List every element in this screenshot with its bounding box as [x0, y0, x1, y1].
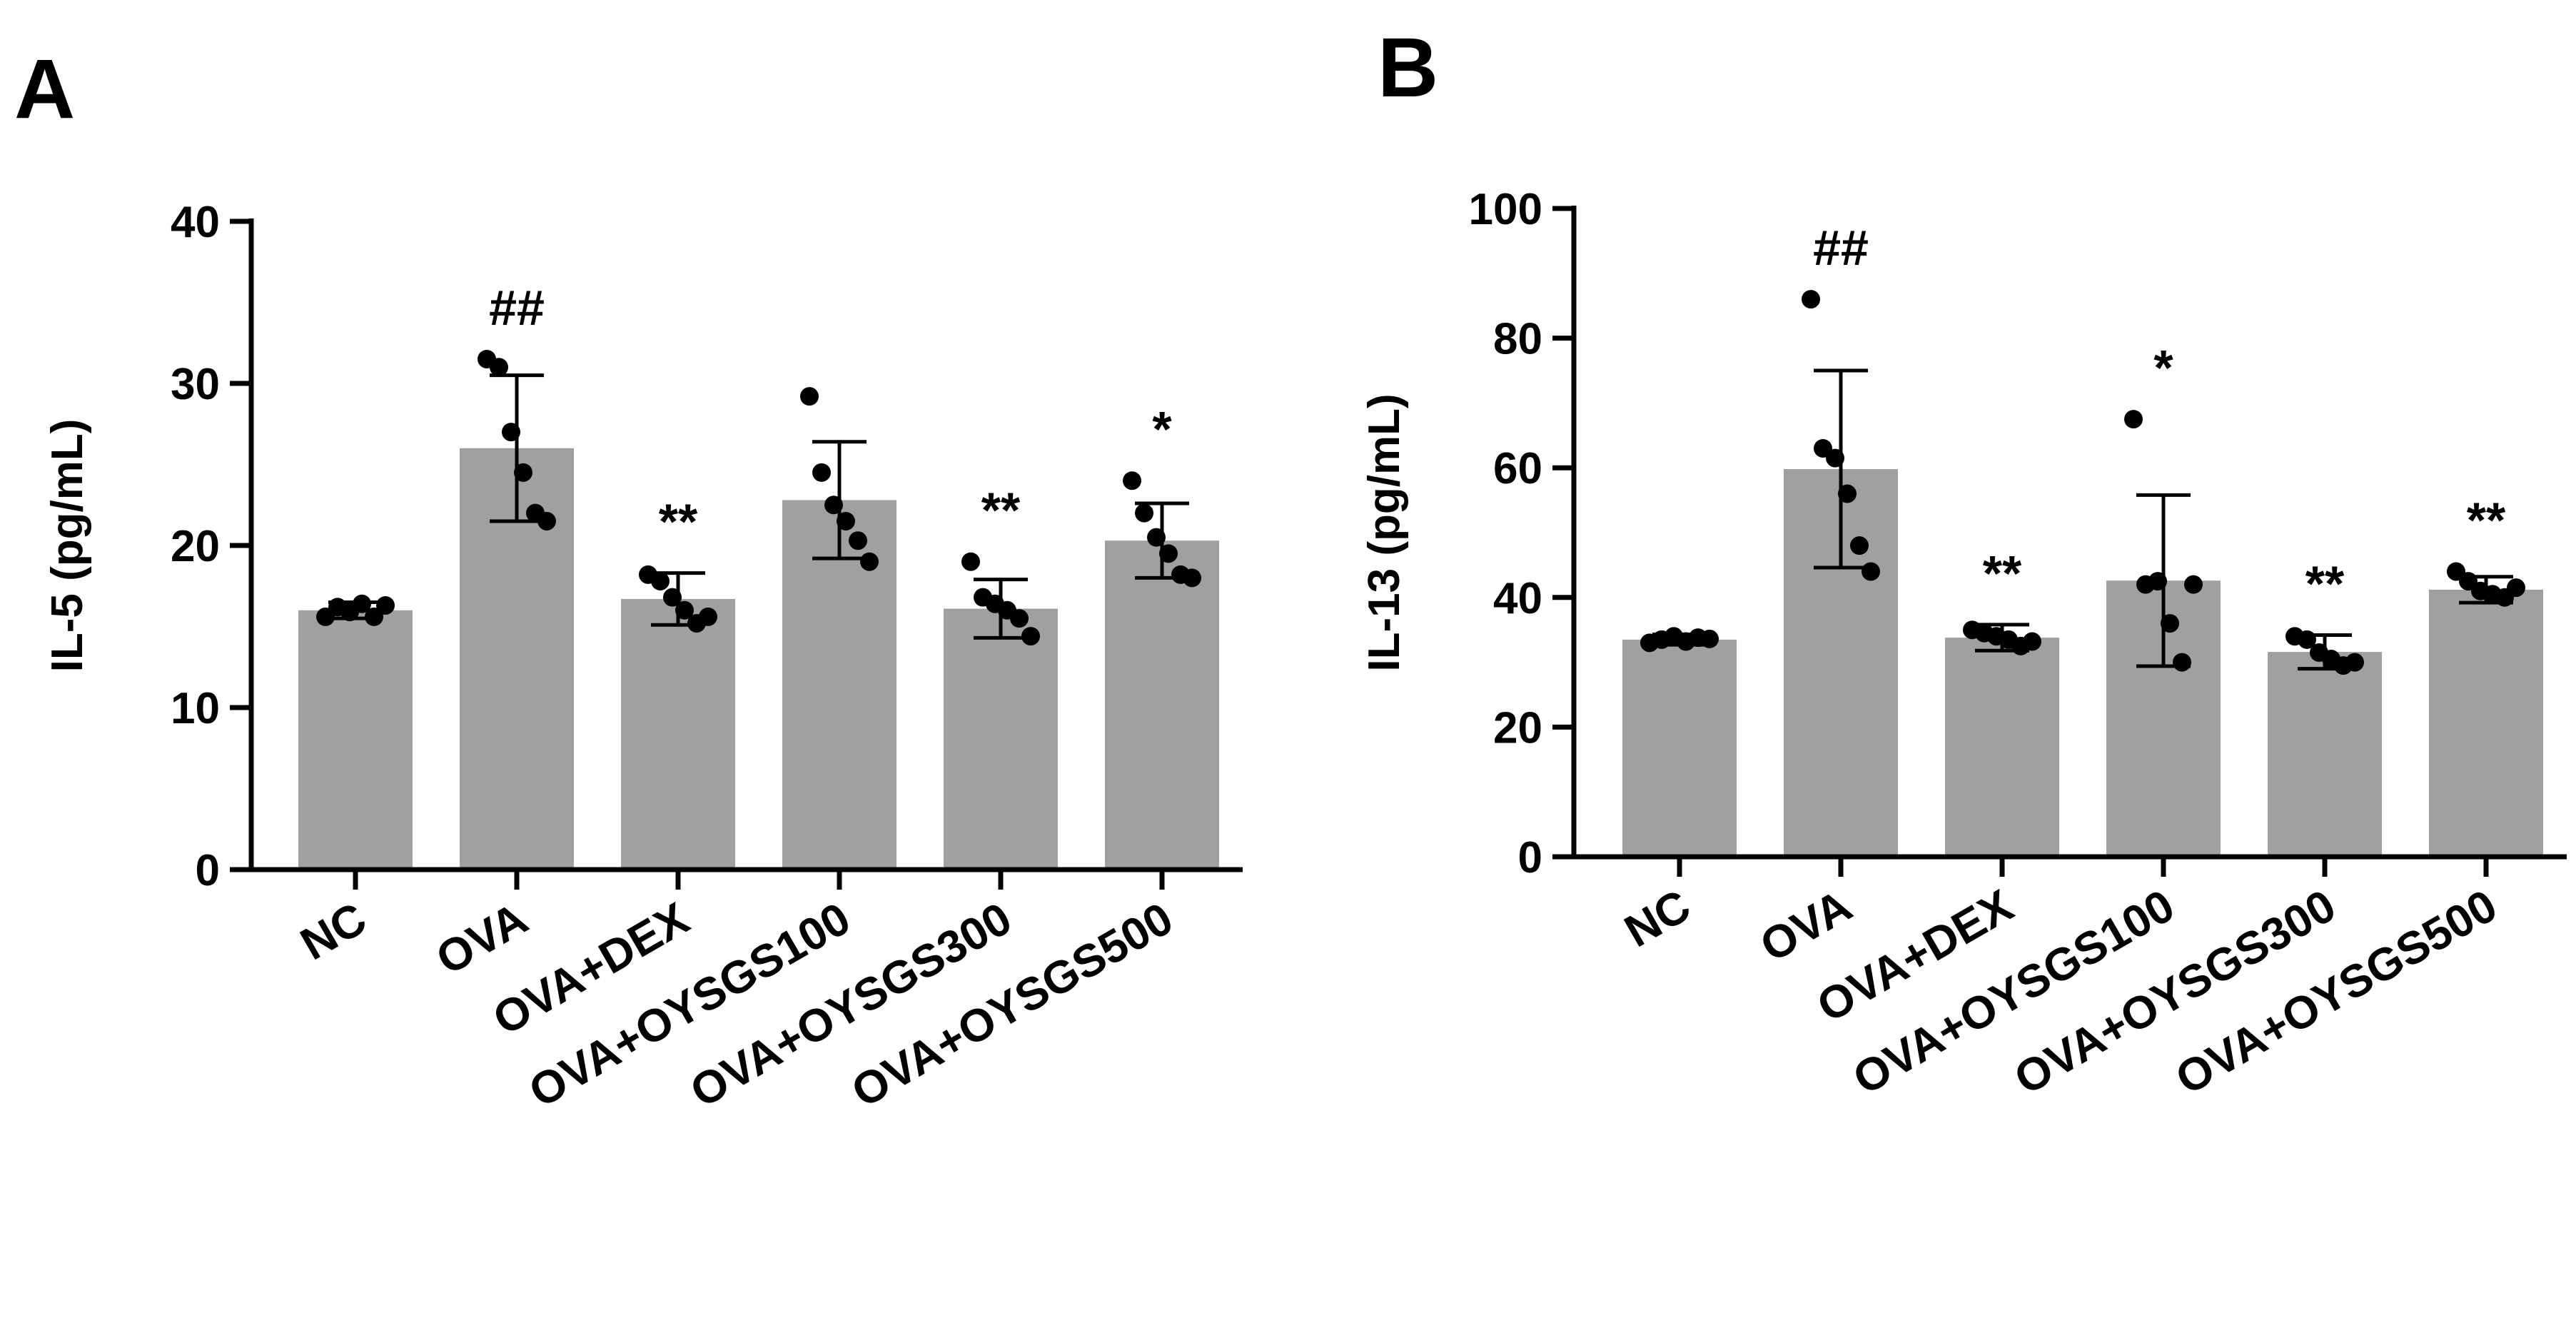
y-tick-label-0: 0 — [1518, 833, 1542, 882]
data-point-3-3 — [2161, 614, 2179, 633]
significance-marker-1: ## — [489, 280, 545, 336]
bar-4 — [944, 608, 1058, 870]
bar-0 — [1622, 639, 1737, 857]
bar-5 — [2429, 589, 2543, 857]
data-point-3-1 — [812, 463, 831, 482]
bar-2 — [1945, 638, 2059, 857]
bar-0 — [298, 610, 413, 870]
data-point-1-4 — [1850, 536, 1869, 555]
y-tick-label-0: 0 — [196, 846, 220, 895]
y-tick-label-4: 80 — [1493, 315, 1542, 364]
significance-marker-4: ** — [981, 483, 1021, 538]
y-tick-label-3: 30 — [171, 360, 220, 409]
y-tick-label-2: 40 — [1493, 574, 1542, 623]
data-point-1-1 — [490, 358, 508, 377]
y-axis-label: IL-13 (pg/mL) — [1360, 393, 1409, 671]
bar-4 — [2268, 652, 2382, 857]
data-point-0-5 — [1700, 629, 1719, 648]
data-point-4-5 — [1021, 627, 1040, 646]
category-label-0: NC — [292, 892, 375, 970]
y-tick-label-4: 40 — [171, 198, 220, 247]
data-point-2-3 — [675, 600, 694, 620]
y-tick-label-2: 20 — [171, 522, 220, 571]
significance-marker-2: ** — [1983, 545, 2022, 601]
data-point-3-4 — [849, 531, 867, 550]
data-point-5-0 — [1123, 471, 1141, 491]
data-point-2-1 — [651, 571, 670, 590]
data-point-4-1 — [2298, 630, 2316, 649]
data-point-0-4 — [365, 607, 383, 626]
data-point-1-2 — [1826, 448, 1844, 468]
data-point-1-2 — [502, 423, 520, 442]
data-point-3-5 — [2184, 575, 2203, 594]
data-point-2-5 — [699, 607, 717, 626]
significance-marker-5: ** — [2467, 492, 2506, 548]
panel-a-letter: A — [14, 42, 75, 136]
data-point-5-2 — [1147, 528, 1166, 547]
data-point-4-5 — [2345, 653, 2364, 672]
panel-b-letter: B — [1378, 21, 1438, 115]
y-axis-label: IL-5 (pg/mL) — [43, 419, 92, 673]
data-point-1-5 — [537, 511, 556, 530]
bar-2 — [621, 598, 735, 870]
y-tick-label-1: 20 — [1493, 703, 1542, 753]
data-point-5-1 — [1135, 503, 1153, 523]
data-point-3-3 — [837, 511, 855, 530]
y-tick-label-3: 60 — [1493, 444, 1542, 493]
y-tick-label-5: 100 — [1469, 185, 1542, 234]
data-point-3-5 — [860, 552, 879, 571]
data-point-4-0 — [961, 552, 980, 571]
bar-5 — [1105, 540, 1219, 870]
data-point-2-2 — [663, 588, 682, 607]
data-point-3-0 — [2124, 410, 2143, 429]
category-label-1: OVA — [428, 892, 536, 985]
data-point-0-3 — [353, 594, 371, 613]
data-point-3-4 — [2173, 653, 2191, 672]
data-point-5-3 — [1159, 544, 1178, 563]
significance-marker-1: ## — [1813, 220, 1869, 276]
data-point-1-5 — [1862, 562, 1880, 581]
category-label-0: NC — [1616, 880, 1699, 957]
y-tick-label-1: 10 — [171, 684, 220, 733]
significance-marker-4: ** — [2305, 555, 2345, 611]
data-point-3-0 — [800, 387, 819, 406]
data-point-2-5 — [2023, 632, 2041, 651]
data-point-4-4 — [1010, 609, 1029, 628]
data-point-1-0 — [1802, 290, 1820, 309]
data-point-3-2 — [824, 495, 843, 515]
data-point-0-5 — [376, 595, 395, 615]
data-point-1-3 — [514, 463, 532, 482]
category-label-1: OVA — [1752, 880, 1860, 972]
data-point-3-2 — [2148, 572, 2167, 591]
data-point-5-5 — [1183, 568, 1201, 588]
data-point-5-5 — [2507, 578, 2525, 598]
significance-marker-3: * — [2153, 340, 2173, 396]
significance-marker-5: * — [1152, 401, 1172, 457]
significance-marker-2: ** — [659, 494, 698, 550]
data-point-1-3 — [1838, 484, 1857, 503]
